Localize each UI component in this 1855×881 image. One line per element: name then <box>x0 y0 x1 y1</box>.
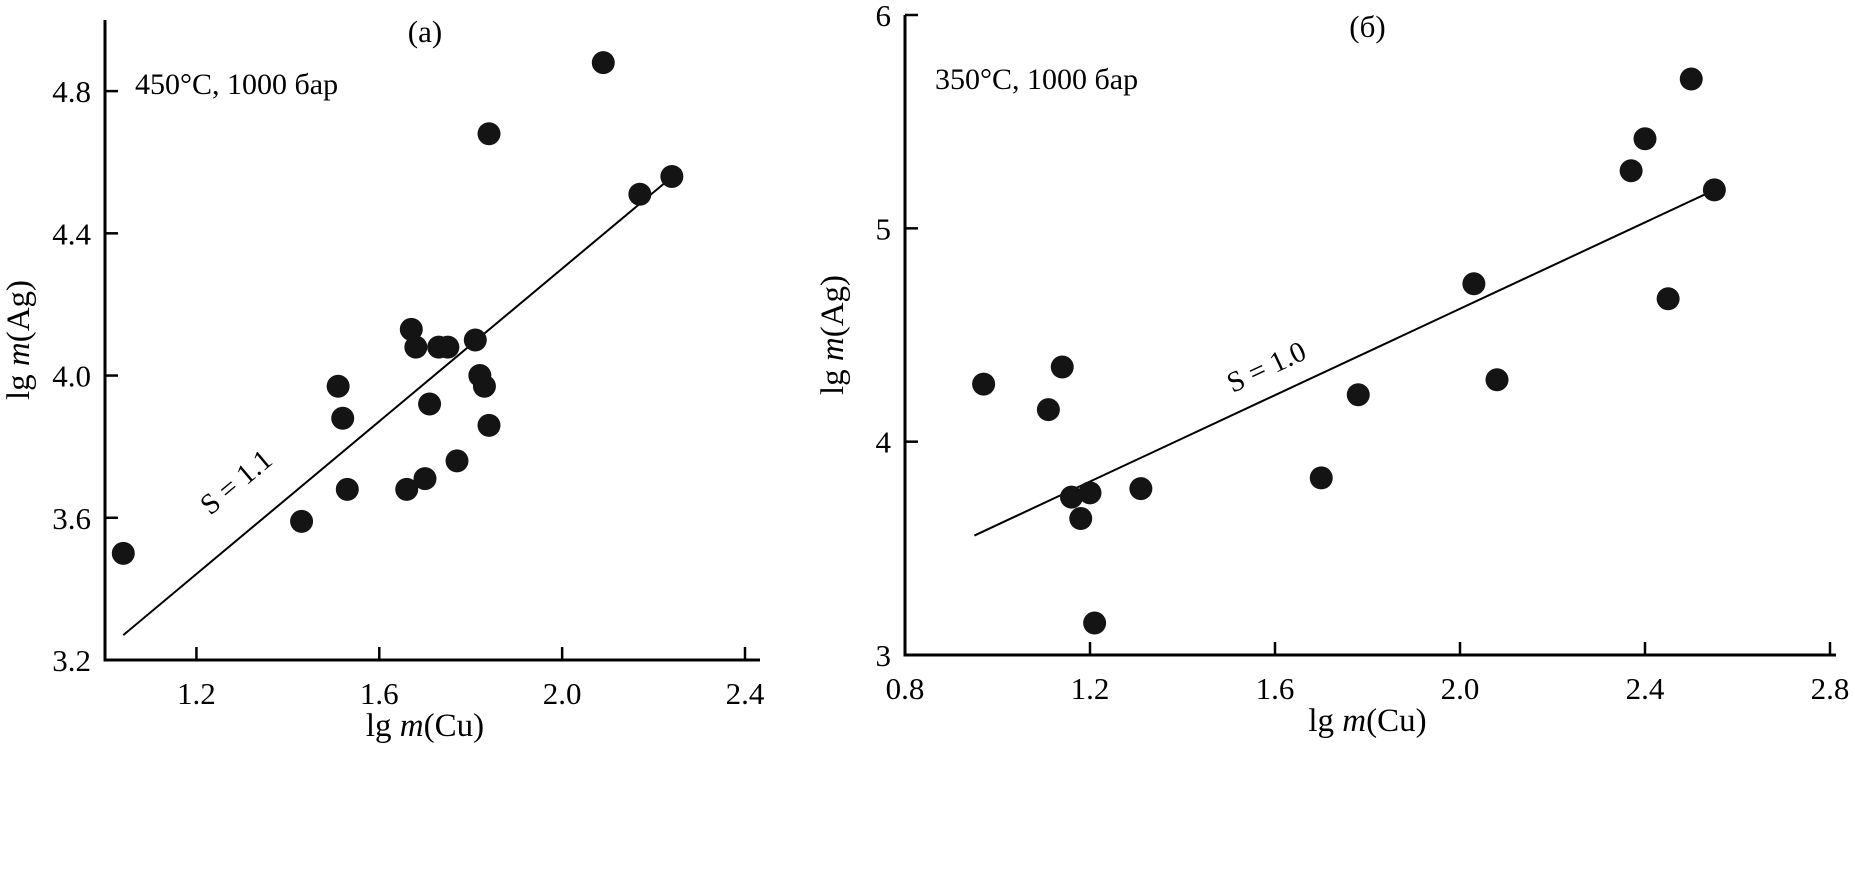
data-point <box>395 477 419 501</box>
data-point <box>1036 398 1060 422</box>
data-point <box>111 541 135 565</box>
data-point <box>472 374 496 398</box>
x-tick-label: 2.8 <box>1811 671 1850 706</box>
data-point <box>404 335 428 359</box>
y-tick-label: 4.4 <box>52 216 91 251</box>
data-point <box>591 51 615 75</box>
points-layer-a <box>111 51 684 565</box>
points-layer-b <box>972 67 1726 635</box>
data-point <box>1462 272 1486 296</box>
x-tick-label: 0.8 <box>886 671 925 706</box>
panel-label-a: (а) <box>408 14 442 49</box>
chart-panel-b: 0.8 1.2 1.6 2.0 2.4 2.8 3 4 5 6 (б) 350°C, 1000 б… <box>815 0 1849 739</box>
data-point <box>1060 485 1083 509</box>
x-tick-label: 2.4 <box>1626 671 1665 706</box>
x-axis-label-a: lg m(Cu) <box>366 708 484 744</box>
x-tick-label: 2.4 <box>726 676 765 711</box>
data-point <box>477 413 501 437</box>
data-point <box>399 317 423 341</box>
y-tick-label: 3 <box>876 638 892 673</box>
data-point <box>628 182 652 206</box>
x-tick-label: 1.6 <box>1256 671 1295 706</box>
data-point <box>331 406 355 430</box>
y-tick-label: 4.0 <box>52 359 91 394</box>
fit-line <box>122 168 682 636</box>
panel-label-b: (б) <box>1349 9 1385 44</box>
x-tick-label: 1.2 <box>177 676 216 711</box>
y-tick-label: 3.2 <box>52 643 91 678</box>
y-axis-label-b: lg m(Ag) <box>815 275 851 395</box>
data-point <box>290 509 314 533</box>
data-point <box>1078 481 1102 505</box>
y-tick-label: 6 <box>876 0 892 33</box>
fit-line <box>973 184 1725 537</box>
x-tick-label: 2.0 <box>1441 671 1480 706</box>
slope-label-b: S = 1.0 <box>1222 335 1311 399</box>
axes-layer-a: 1.2 1.6 2.0 2.4 3.2 3.6 4.0 4.4 4.8 <box>52 20 765 711</box>
x-axis-label-b: lg m(Cu) <box>1308 703 1426 739</box>
data-point <box>660 164 684 188</box>
data-point <box>1069 506 1093 530</box>
y-tick-label: 4 <box>876 425 892 460</box>
data-point <box>335 477 359 501</box>
y-tick-label: 3.6 <box>52 501 91 536</box>
y-axis-label-a: lg m(Ag) <box>1 280 37 400</box>
x-tick-label: 2.0 <box>543 676 582 711</box>
chart-panel-a: 1.2 1.6 2.0 2.4 3.2 3.6 4.0 4.4 4.8 (а) 450°C, 1… <box>1 14 765 744</box>
data-point <box>1129 477 1153 501</box>
data-point <box>1485 368 1509 392</box>
condition-annotation-b: 350°C, 1000 бар <box>935 63 1138 96</box>
data-point <box>418 392 442 416</box>
data-point <box>1656 287 1680 311</box>
data-point <box>1083 611 1107 635</box>
y-tick-label: 5 <box>876 211 892 246</box>
data-point <box>463 328 487 352</box>
data-point <box>445 449 469 473</box>
data-point <box>1679 67 1703 91</box>
data-point <box>1050 355 1074 379</box>
data-point <box>1619 159 1643 183</box>
data-point <box>436 335 460 359</box>
data-point <box>1633 127 1657 151</box>
x-tick-label: 1.2 <box>1071 671 1110 706</box>
data-point <box>1702 178 1726 202</box>
x-tick-label: 1.6 <box>360 676 399 711</box>
data-point <box>477 122 501 146</box>
slope-label-a: S = 1.1 <box>194 443 278 521</box>
axis-frame <box>903 15 1836 657</box>
axes-layer-b: 0.8 1.2 1.6 2.0 2.4 2.8 3 4 5 6 <box>876 0 1850 706</box>
data-point <box>413 467 437 491</box>
y-tick-label: 4.8 <box>52 74 91 109</box>
data-point <box>1346 383 1370 407</box>
data-point <box>1309 466 1333 490</box>
data-point <box>972 372 996 396</box>
data-point <box>326 374 350 398</box>
condition-annotation-a: 450°C, 1000 бар <box>135 68 338 101</box>
